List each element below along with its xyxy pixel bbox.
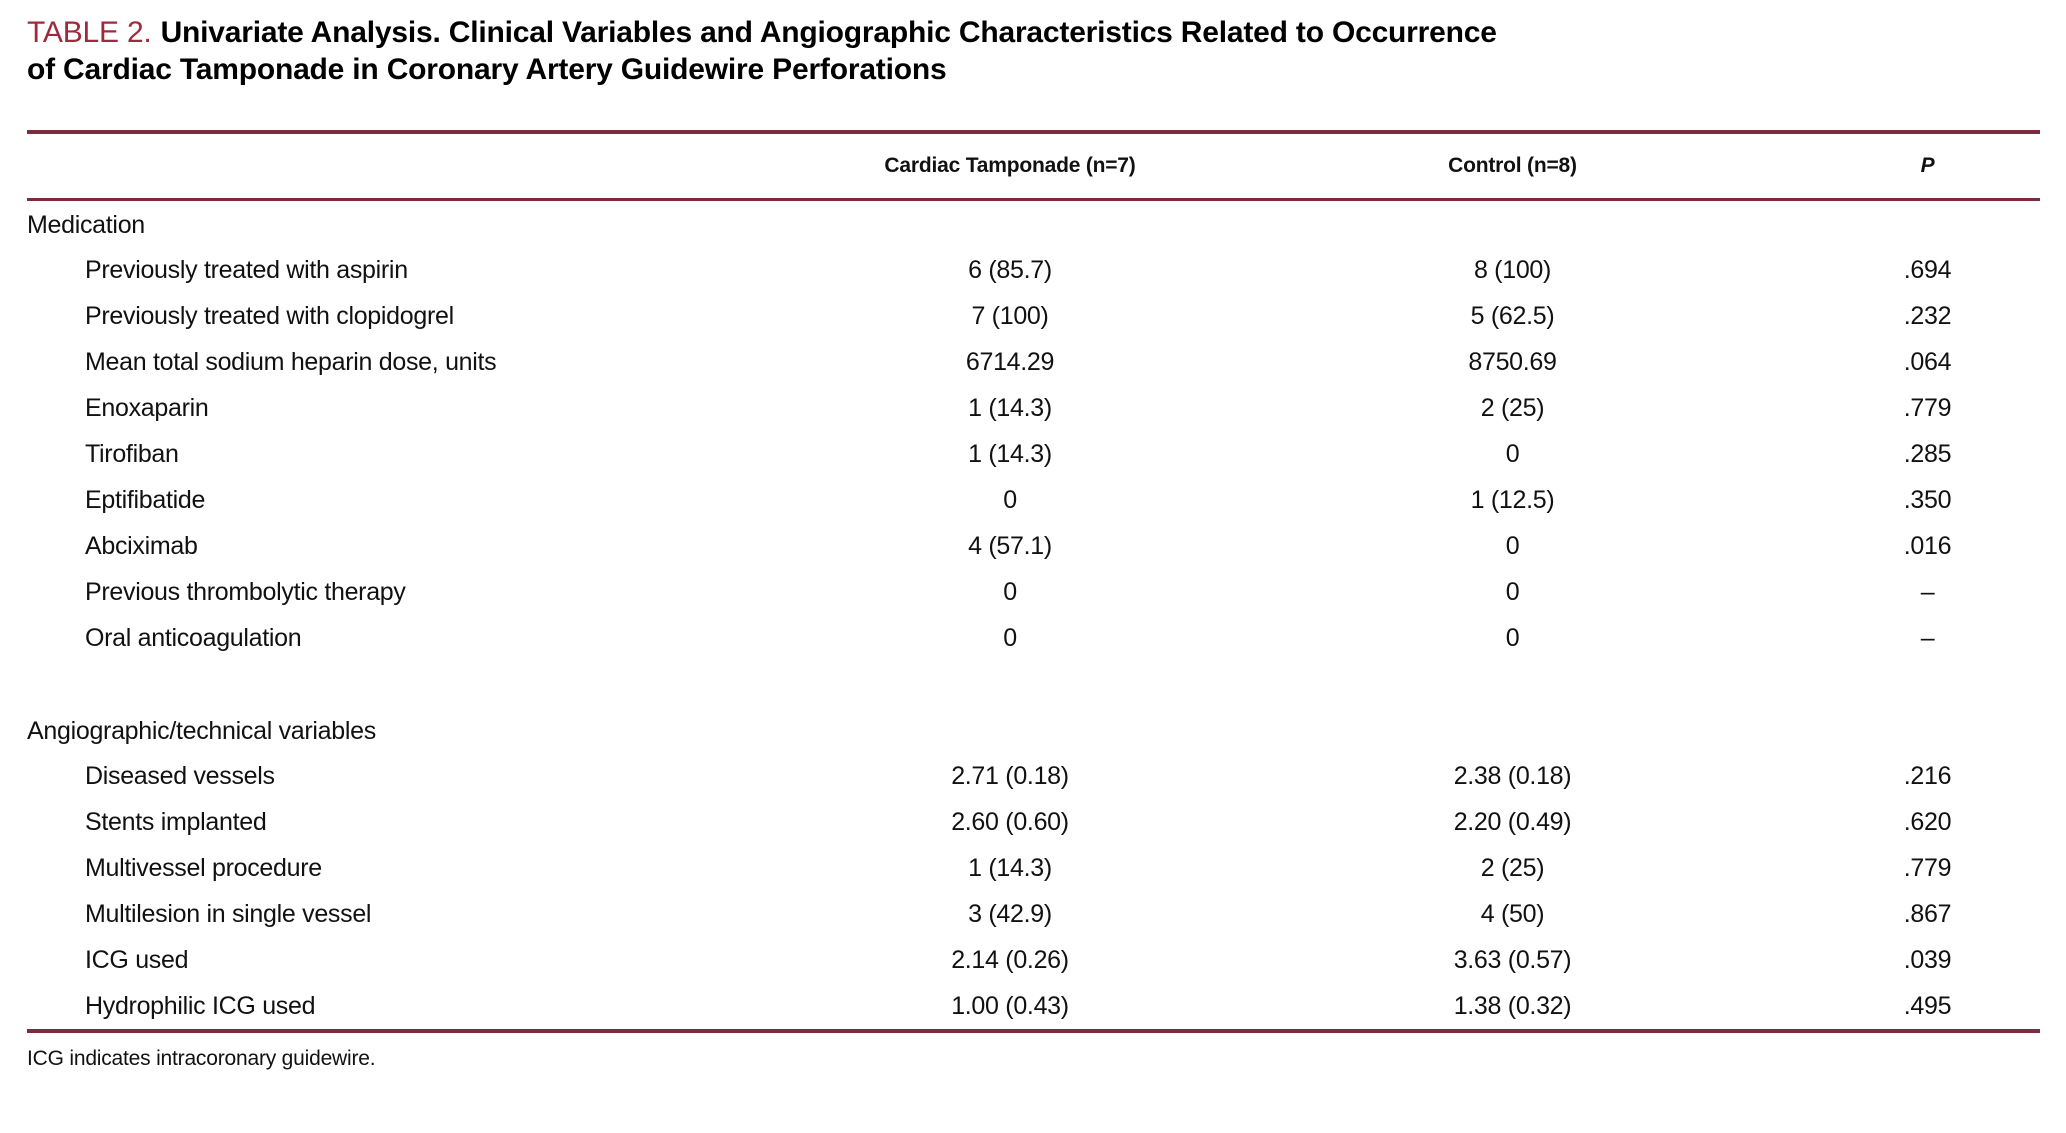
table-row: Eptifibatide 0 1 (12.5) .350 — [27, 477, 2040, 523]
cell-control: 8 (100) — [1473, 255, 1552, 284]
table-row: Diseased vessels 2.71 (0.18) 2.38 (0.18) .2… — [27, 753, 2040, 799]
top-rule — [27, 130, 2040, 134]
cell-p: – — [1920, 577, 1935, 606]
cell-control: 5 (62.5) — [1470, 301, 1555, 330]
table-title: TABLE 2. Univariate Analysis. Clinical Va… — [27, 14, 2040, 88]
table-number: TABLE 2. — [27, 16, 152, 49]
table-row: Stents implanted 2.60 (0.60) 2.20 (0.49) .6… — [27, 799, 2040, 845]
col-header-p: P — [1920, 154, 1935, 177]
col-header-control: Control (n=8) — [1448, 154, 1577, 177]
cell-control: 0 — [1505, 577, 1520, 606]
section-header: Medication — [27, 211, 145, 239]
cell-p: .867 — [1903, 899, 1952, 928]
cell-p: .350 — [1903, 485, 1952, 514]
bottom-rule — [27, 1029, 2040, 1033]
table-row: Tirofiban 1 (14.3) 0 .285 — [27, 431, 2040, 477]
cell-tamponade: 2.71 (0.18) — [951, 761, 1069, 790]
table-row: Multivessel procedure 1 (14.3) 2 (25) .779 — [27, 845, 2040, 891]
row-label: Enoxaparin — [85, 393, 209, 422]
cell-tamponade: 4 (57.1) — [968, 531, 1052, 560]
table-row: Hydrophilic ICG used 1.00 (0.43) 1.38 (0.3… — [27, 983, 2040, 1029]
cell-control: 0 — [1505, 439, 1520, 468]
table-row: Oral anticoagulation 0 0 – — [27, 615, 2040, 661]
column-header-row: Cardiac Tamponade (n=7) Control (n=8) P — [27, 134, 2040, 198]
cell-p: .232 — [1903, 301, 1952, 330]
cell-tamponade: 2.60 (0.60) — [951, 807, 1069, 836]
row-label: Oral anticoagulation — [85, 623, 302, 652]
cell-tamponade: 0 — [1003, 485, 1017, 514]
cell-control: 0 — [1505, 623, 1520, 652]
row-label: Multilesion in single vessel — [85, 899, 372, 928]
cell-control: 2 (25) — [1480, 853, 1545, 882]
cell-tamponade: 0 — [1003, 577, 1017, 606]
cell-control: 0 — [1505, 531, 1520, 560]
table-row: Previously treated with aspirin 6 (85.7) 8… — [27, 247, 2040, 293]
row-label: Previous thrombolytic therapy — [85, 577, 406, 606]
table-row: Previously treated with clopidogrel 7 (10… — [27, 293, 2040, 339]
cell-control: 1 (12.5) — [1470, 485, 1555, 514]
table-title-line1: TABLE 2. Univariate Analysis. Clinical Va… — [27, 14, 2040, 51]
cell-tamponade: 1 (14.3) — [968, 439, 1052, 468]
row-label: Eptifibatide — [85, 485, 206, 514]
cell-p: .620 — [1903, 807, 1952, 836]
cell-p: .285 — [1903, 439, 1952, 468]
table-footnote: ICG indicates intracoronary guidewire. — [27, 1047, 376, 1070]
cell-p: .064 — [1903, 347, 1952, 376]
table-caption-line1: Univariate Analysis. Clinical Variables … — [160, 16, 1497, 49]
cell-tamponade: 1 (14.3) — [968, 853, 1052, 882]
cell-p: .495 — [1903, 991, 1952, 1020]
table-caption-line2: of Cardiac Tamponade in Coronary Artery … — [27, 53, 947, 86]
cell-p: .779 — [1903, 393, 1952, 422]
row-label: ICG used — [85, 945, 189, 974]
cell-p: .694 — [1903, 255, 1952, 284]
cell-tamponade: 6 (85.7) — [968, 255, 1052, 284]
cell-p: .216 — [1903, 761, 1952, 790]
cell-tamponade: 1.00 (0.43) — [951, 991, 1069, 1020]
row-label: Previously treated with aspirin — [85, 255, 408, 284]
section-spacer — [27, 661, 2040, 707]
cell-p: .039 — [1903, 945, 1952, 974]
table-row: Multilesion in single vessel 3 (42.9) 4 (5… — [27, 891, 2040, 937]
table-row: Abciximab 4 (57.1) 0 .016 — [27, 523, 2040, 569]
section-header: Angiographic/technical variables — [27, 717, 376, 745]
cell-tamponade: 2.14 (0.26) — [951, 945, 1069, 974]
cell-control: 2.20 (0.49) — [1453, 807, 1572, 836]
row-label: Multivessel procedure — [85, 853, 322, 882]
cell-control: 4 (50) — [1480, 899, 1545, 928]
row-label: Diseased vessels — [85, 761, 275, 790]
table-row: Previous thrombolytic therapy 0 0 – — [27, 569, 2040, 615]
row-label: Abciximab — [85, 531, 198, 560]
table-body: Medication Previously treated with aspiri… — [27, 201, 2040, 1029]
cell-tamponade: 6714.29 — [965, 347, 1055, 376]
cell-p: .016 — [1903, 531, 1952, 560]
row-label: Stents implanted — [85, 807, 267, 836]
table-row: Mean total sodium heparin dose, units 671… — [27, 339, 2040, 385]
header-rule — [27, 198, 2040, 201]
cell-tamponade: 7 (100) — [971, 301, 1049, 330]
cell-control: 1.38 (0.32) — [1453, 991, 1572, 1020]
cell-control: 3.63 (0.57) — [1453, 945, 1572, 974]
cell-tamponade: 1 (14.3) — [968, 393, 1052, 422]
cell-p: – — [1920, 623, 1935, 652]
cell-tamponade: 3 (42.9) — [968, 899, 1052, 928]
cell-tamponade: 0 — [1003, 623, 1017, 652]
table-row: Enoxaparin 1 (14.3) 2 (25) .779 — [27, 385, 2040, 431]
cell-control: 2.38 (0.18) — [1453, 761, 1572, 790]
row-label: Hydrophilic ICG used — [85, 991, 316, 1020]
row-label: Tirofiban — [85, 439, 179, 468]
cell-p: .779 — [1903, 853, 1952, 882]
row-label: Previously treated with clopidogrel — [85, 301, 454, 330]
cell-control: 8750.69 — [1468, 347, 1557, 376]
row-label: Mean total sodium heparin dose, units — [85, 347, 497, 376]
table-row: ICG used 2.14 (0.26) 3.63 (0.57) .039 — [27, 937, 2040, 983]
cell-control: 2 (25) — [1480, 393, 1545, 422]
col-header-tamponade: Cardiac Tamponade (n=7) — [884, 154, 1136, 177]
